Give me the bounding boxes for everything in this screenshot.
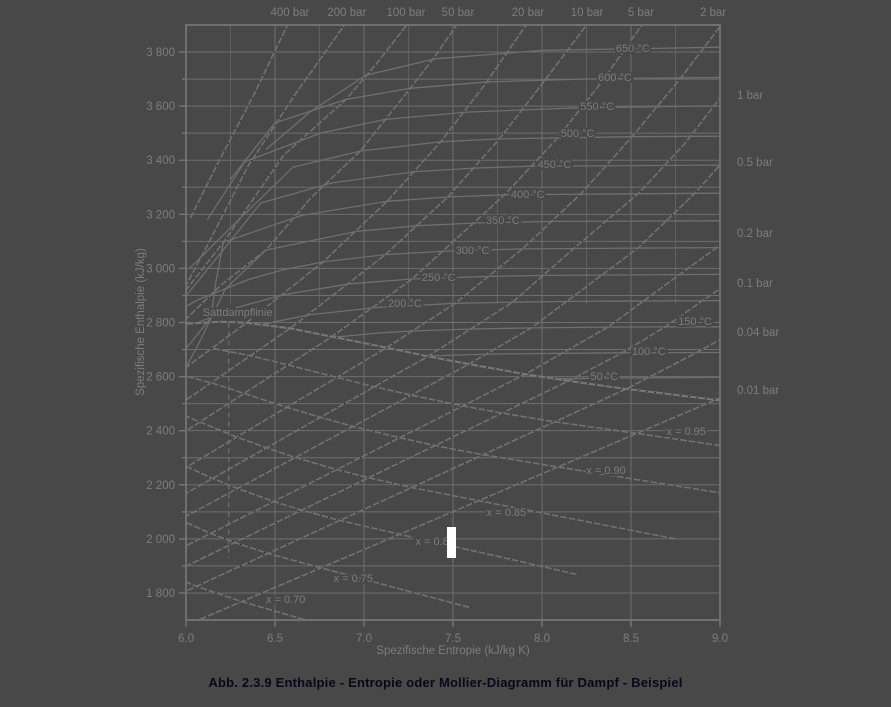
isotherm-650-c	[265, 46, 720, 150]
isotherm-label-600-c: 600 °C	[598, 72, 632, 84]
example-highlight	[447, 527, 456, 558]
quality-line-x-0.95	[211, 347, 720, 447]
x-tick-label: 8.0	[534, 633, 550, 645]
quality-line-x-0.90	[186, 375, 720, 494]
isobar-speckle-0.1-bar	[186, 288, 720, 567]
top-pressure-label-20-bar: 20 bar	[512, 7, 545, 19]
pressure-and-tick-labels: 6.0 6.5 7.0 7.5 8.0 8.5 9.0 3 800 3 600 3 400 3 20…	[146, 7, 779, 645]
y-axis-title: Spezifische Enthalpie (kJ/kg)	[135, 248, 147, 396]
y-tick-label: 3 400	[146, 155, 175, 167]
isotherm-250-c	[198, 273, 720, 323]
isobar-0.04-bar	[186, 338, 720, 592]
isotherm-label-500-c: 500 °C	[561, 128, 595, 140]
isotherm-label-550-c: 550 °C	[580, 101, 614, 113]
axis-ticks	[179, 51, 721, 627]
x-tick-label: 6.0	[178, 633, 194, 645]
quality-label-x-0.70: x = 0.70	[266, 594, 305, 606]
isotherm-label-100-c: 100 °C	[632, 346, 666, 358]
x-tick-label: 9.0	[712, 633, 728, 645]
quality-line-x-0.80	[186, 465, 578, 576]
isobar-0.1-bar	[186, 287, 720, 568]
isobar-5-bar	[186, 25, 643, 432]
figure-caption: Abb. 2.3.9 Enthalpie - Entropie oder Mol…	[208, 675, 683, 690]
top-pressure-label-100-bar: 100 bar	[387, 7, 426, 19]
x-tick-label: 7.5	[445, 633, 461, 645]
top-pressure-label-400-bar: 400 bar	[270, 7, 309, 19]
quality-label-x-0.75: x = 0.75	[334, 573, 373, 585]
y-tick-label: 2 400	[146, 426, 175, 438]
isobar-100-bar	[186, 25, 408, 292]
y-tick-label: 2 200	[146, 480, 175, 492]
top-pressure-label-50-bar: 50 bar	[442, 7, 475, 19]
isobar-200-bar	[186, 25, 346, 287]
isobar-speckle-5-bar	[186, 25, 643, 432]
isobar-speckle-100-bar	[186, 25, 408, 292]
y-tick-label: 3 000	[146, 263, 175, 275]
quality-label-x-0.95: x = 0.95	[666, 426, 705, 438]
saturation-line	[186, 320, 720, 402]
y-tick-label: 2 600	[146, 372, 175, 384]
quality-line-x-0.75	[186, 521, 472, 609]
saturation-line-label: Sattdampflinie	[203, 307, 273, 319]
curves	[186, 25, 720, 620]
isotherm-350-c	[186, 220, 720, 369]
y-tick-label: 3 200	[146, 209, 175, 221]
isotherm-600-c	[229, 76, 720, 180]
isotherm-label-350-c: 350 °C	[486, 215, 520, 227]
quality-line-x-0.85	[186, 415, 676, 540]
x-tick-label: 7.0	[356, 633, 372, 645]
top-pressure-label-10-bar: 10 bar	[571, 7, 604, 19]
isotherm-label-150-c: 150 °C	[678, 316, 712, 328]
isotherm-150-c	[335, 326, 720, 338]
isotherm-100-c	[428, 351, 720, 357]
isobar-speckle-400-bar	[189, 25, 288, 220]
top-pressure-label-5-bar: 5 bar	[628, 7, 654, 19]
x-tick-label: 8.5	[623, 633, 639, 645]
isotherm-500-c	[189, 135, 720, 269]
y-tick-label: 2 800	[146, 318, 175, 330]
right-pressure-label-1-bar: 1 bar	[737, 90, 763, 102]
isotherm-50-c	[556, 376, 720, 380]
right-pressure-label-0.2-bar: 0.2 bar	[737, 228, 773, 240]
isobar-400-bar	[188, 25, 289, 221]
curve-labels: 650 °C 600 °C 550 °C 500 °C 450 °C 400 °C 350 …	[201, 41, 714, 608]
example-highlight-box	[447, 527, 456, 558]
x-axis-title: Spezifische Entropie (kJ/kg K)	[376, 645, 530, 657]
isotherm-label-50-c: 50 °C	[590, 371, 618, 383]
isotherm-label-300-c: 300 °C	[456, 245, 490, 257]
right-pressure-label-0.1-bar: 0.1 bar	[737, 278, 773, 290]
right-pressure-label-0.04-bar: 0.04 bar	[737, 327, 779, 339]
quality-line-x-0.70	[186, 581, 309, 620]
y-tick-label: 2 000	[146, 534, 175, 546]
isobar-0.5-bar	[186, 163, 720, 518]
right-pressure-label-0.01-bar: 0.01 bar	[737, 385, 779, 397]
isotherm-label-450-c: 450 °C	[538, 159, 572, 171]
isobar-speckle-1-bar	[186, 97, 720, 495]
x-tick-label: 6.5	[267, 633, 283, 645]
isotherm-label-650-c: 650 °C	[616, 43, 650, 55]
isotherm-300-c	[186, 246, 720, 308]
isotherm-550-c	[206, 105, 720, 221]
right-pressure-label-0.5-bar: 0.5 bar	[737, 157, 773, 169]
isotherm-label-200-c: 200 °C	[388, 298, 422, 310]
top-pressure-label-200-bar: 200 bar	[327, 7, 366, 19]
quality-label-x-0.80: x = 0.80	[415, 536, 454, 548]
isotherm-label-400-c: 400 °C	[511, 189, 545, 201]
isotherm-200-c	[262, 299, 720, 326]
isotherm-400-c	[186, 192, 720, 350]
saturation-speckle	[186, 321, 720, 401]
y-tick-label: 1 800	[146, 588, 175, 600]
y-tick-label: 3 800	[146, 47, 175, 59]
quality-label-x-0.90: x = 0.90	[586, 465, 625, 477]
y-tick-label: 3 600	[146, 101, 175, 113]
minor-gridlines	[230, 25, 676, 304]
isotherm-label-250-c: 250 °C	[422, 272, 456, 284]
quality-label-x-0.85: x = 0.85	[487, 507, 526, 519]
top-pressure-label-2-bar: 2 bar	[700, 7, 726, 19]
isobar-50-bar	[186, 25, 458, 321]
